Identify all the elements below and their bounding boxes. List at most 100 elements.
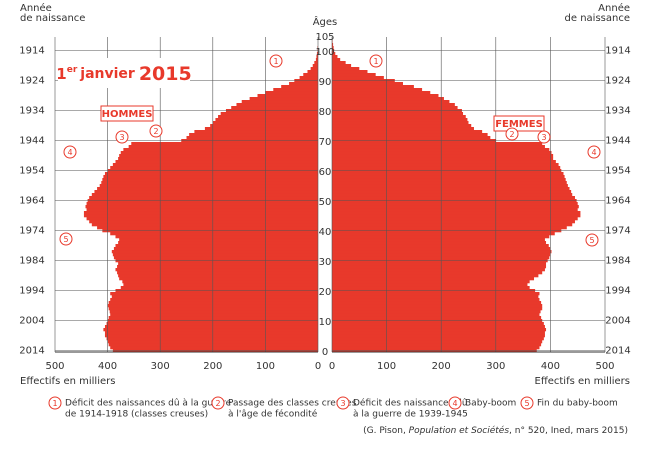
- bar: [332, 220, 575, 224]
- bar: [332, 343, 542, 347]
- bar: [332, 193, 573, 197]
- bar: [332, 157, 554, 161]
- bar: [332, 70, 368, 74]
- bar: [265, 91, 318, 95]
- bar: [332, 235, 550, 239]
- bar: [332, 196, 575, 200]
- title-part: 2015: [139, 63, 192, 85]
- annotation: 2: [509, 130, 514, 139]
- bar: [332, 94, 439, 98]
- year-label: 2004: [605, 316, 630, 327]
- year-label: 1994: [19, 286, 44, 297]
- bar: [332, 172, 564, 176]
- bar: [299, 76, 318, 80]
- legend-text: à l'âge de fécondité: [228, 409, 318, 420]
- bar: [332, 346, 540, 350]
- bar: [104, 172, 318, 176]
- bar: [332, 118, 468, 122]
- bar: [332, 244, 549, 248]
- x-tick-label: 300: [151, 361, 170, 372]
- year-label: 1954: [19, 166, 44, 177]
- bar: [289, 82, 318, 86]
- bar: [332, 76, 384, 80]
- year-label: 1944: [605, 136, 630, 147]
- year-axis-label: Année: [598, 2, 630, 14]
- bar: [332, 328, 547, 332]
- bar: [119, 154, 318, 158]
- bar: [186, 136, 318, 140]
- bar: [332, 283, 528, 287]
- bar: [332, 271, 543, 275]
- bar: [110, 313, 318, 317]
- x-tick-label: 400: [541, 361, 560, 372]
- bar: [332, 238, 545, 242]
- bar: [314, 61, 318, 65]
- bar: [332, 130, 483, 134]
- bar: [332, 187, 570, 191]
- year-label: 1984: [605, 256, 630, 267]
- bar: [332, 265, 547, 269]
- source-part: (G. Pison,: [363, 426, 409, 436]
- bar: [104, 331, 318, 335]
- bar: [119, 277, 318, 281]
- bar: [110, 166, 318, 170]
- bar: [112, 253, 318, 257]
- bar: [118, 262, 319, 266]
- bar: [111, 295, 318, 299]
- year-label: 2014: [605, 346, 630, 357]
- legend-number-circle: [520, 396, 534, 410]
- bar: [332, 334, 545, 338]
- legend-number-circle: [211, 396, 225, 410]
- source-part: Population et Sociétés: [409, 425, 510, 436]
- bar: [332, 151, 552, 155]
- title-part: er: [67, 65, 78, 75]
- bar: [332, 58, 341, 62]
- annotation: 3: [119, 133, 124, 142]
- bar: [241, 100, 318, 104]
- bar: [332, 310, 541, 314]
- bar: [332, 43, 334, 47]
- age-tick-label: 70: [319, 137, 332, 148]
- annotation: 5: [63, 235, 68, 244]
- legend-number-circle: [336, 396, 350, 410]
- bar: [332, 340, 543, 344]
- bar: [86, 208, 318, 212]
- bar: [332, 82, 403, 86]
- x-tick-label: 300: [486, 361, 505, 372]
- age-axis-label: Âges: [313, 15, 338, 28]
- bar: [332, 205, 579, 209]
- age-tick-label: 10: [319, 317, 332, 328]
- annotation-circle: [505, 127, 519, 141]
- annotation: 2: [153, 127, 158, 136]
- bar: [103, 328, 318, 332]
- age-tick-label: 20: [319, 287, 332, 298]
- bar: [332, 280, 530, 284]
- legend-text: Passage des classes creuses: [228, 399, 357, 409]
- bar: [332, 127, 474, 131]
- age-tick-label: 60: [319, 167, 332, 178]
- bar: [110, 292, 318, 296]
- bar: [332, 313, 540, 317]
- bar: [106, 322, 318, 326]
- x-axis-label: Effectifs en milliers: [535, 376, 630, 387]
- bar: [332, 142, 543, 146]
- bar: [332, 178, 566, 182]
- bar: [94, 190, 318, 194]
- bar: [215, 118, 318, 122]
- year-label: 1994: [605, 286, 630, 297]
- bar: [332, 307, 543, 311]
- bar: [316, 52, 318, 56]
- bar: [108, 316, 318, 320]
- bar: [332, 223, 573, 227]
- bar: [332, 175, 565, 179]
- title-part: 1: [56, 65, 66, 83]
- bar: [332, 55, 338, 59]
- annotation-circle: [587, 145, 601, 159]
- bar: [332, 100, 450, 104]
- source: (G. Pison, Population et Sociétés, n° 52…: [363, 425, 628, 436]
- bar: [332, 97, 444, 101]
- bar: [110, 232, 318, 236]
- bar: [332, 181, 567, 185]
- bar: [332, 112, 464, 116]
